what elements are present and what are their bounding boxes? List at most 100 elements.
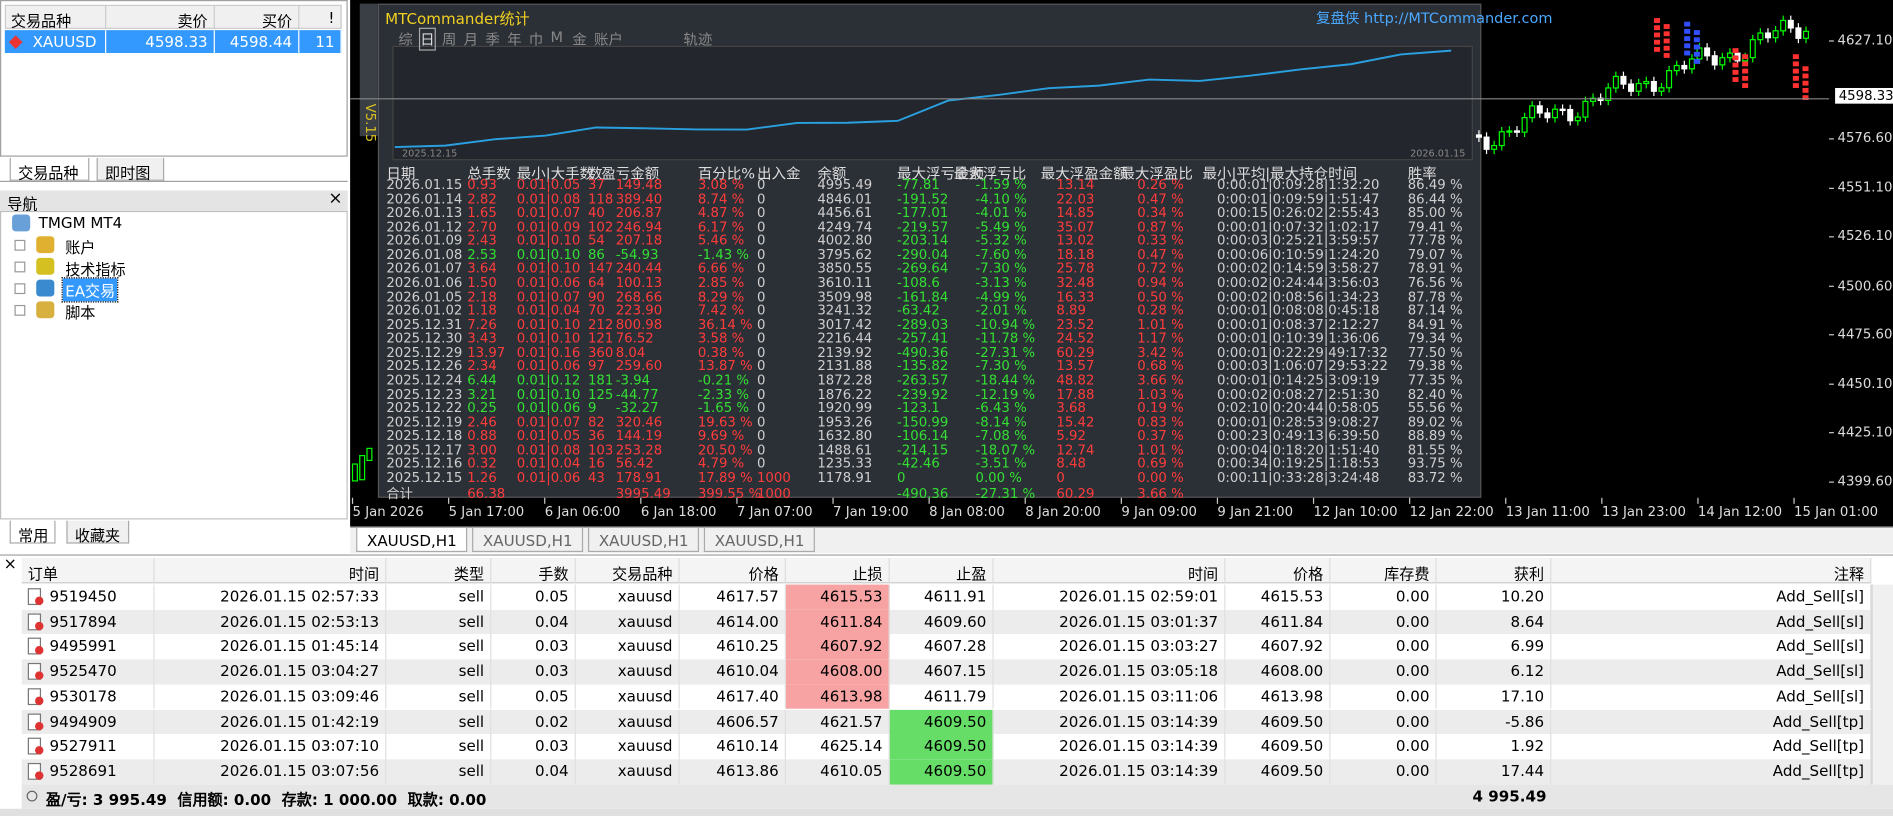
scrollbar[interactable] bbox=[1871, 585, 1893, 785]
candle bbox=[1636, 84, 1641, 92]
order-cell: 6.99 bbox=[1437, 634, 1552, 659]
stats-cell: 6.44 bbox=[467, 374, 497, 388]
stats-cell: 77.35 % bbox=[1408, 374, 1463, 388]
stats-tab[interactable]: 季 bbox=[485, 29, 500, 49]
orders-header: 价格 bbox=[1225, 558, 1330, 583]
stats-tab[interactable]: 金 bbox=[572, 29, 587, 49]
trade-marker bbox=[1793, 83, 1799, 88]
nav-item[interactable]: TMGM MT4 bbox=[36, 213, 124, 231]
stats-cell: 0 bbox=[1056, 471, 1064, 485]
mw-header: 卖价 bbox=[106, 5, 215, 29]
stats-total: 60.29 bbox=[1056, 487, 1094, 501]
candle bbox=[1530, 106, 1535, 118]
candle bbox=[1720, 58, 1725, 65]
time-label: 13 Jan 11:00 bbox=[1506, 504, 1590, 520]
order-cell: 4610.05 bbox=[786, 759, 890, 784]
orders-header: 止损 bbox=[786, 558, 890, 583]
candle bbox=[1522, 118, 1527, 133]
expand-box[interactable] bbox=[14, 262, 25, 273]
tab[interactable]: 常用 bbox=[10, 521, 56, 544]
order-cell: 0.03 bbox=[491, 634, 576, 659]
nav-item[interactable]: 脚本 bbox=[63, 300, 98, 323]
nav-item[interactable]: 账户 bbox=[63, 235, 98, 258]
expand-box[interactable] bbox=[14, 283, 25, 294]
order-cell: 6.12 bbox=[1437, 659, 1552, 684]
orders-header: 交易品种 bbox=[576, 558, 680, 583]
expand-box[interactable] bbox=[14, 240, 25, 251]
stats-site[interactable]: 复盘侠 http://MTCommander.com bbox=[1316, 7, 1553, 27]
time-label: 9 Jan 09:00 bbox=[1121, 504, 1197, 520]
candle bbox=[1583, 101, 1588, 117]
nav-item[interactable]: EA交易 bbox=[63, 278, 118, 301]
trade-marker bbox=[1664, 31, 1670, 36]
stats-total: 1000 bbox=[757, 487, 791, 501]
chart-tab[interactable]: XAUUSD,H1 bbox=[356, 528, 467, 552]
candle bbox=[1766, 33, 1771, 38]
trade-marker bbox=[1654, 25, 1660, 30]
trade-marker bbox=[1742, 54, 1748, 59]
candle bbox=[1781, 20, 1786, 30]
stats-cell: 48.82 bbox=[1056, 374, 1094, 388]
panel-close[interactable]: × bbox=[4, 556, 17, 574]
order-cell: 2026.01.15 03:05:18 bbox=[994, 659, 1226, 684]
order-cell: 17.44 bbox=[1437, 759, 1552, 784]
order-cell: 2026.01.15 03:04:27 bbox=[155, 659, 387, 684]
order-cell: 2026.01.15 03:11:06 bbox=[994, 684, 1226, 709]
time-label: 12 Jan 10:00 bbox=[1314, 504, 1398, 520]
orders-header: 时间 bbox=[155, 558, 387, 583]
order-cell: 0.00 bbox=[1330, 585, 1436, 610]
stats-cell: 0 bbox=[757, 374, 765, 388]
price-label: 4399.60 bbox=[1838, 474, 1893, 490]
trade-marker bbox=[1664, 24, 1670, 29]
order-cell: 0.03 bbox=[491, 659, 576, 684]
candle bbox=[1553, 109, 1558, 117]
candle bbox=[1507, 131, 1512, 132]
stats-total: 399.55 % bbox=[698, 487, 761, 501]
trade-marker bbox=[1694, 45, 1700, 50]
stats-tab[interactable]: 周 bbox=[442, 29, 457, 49]
nav-icon bbox=[36, 258, 54, 275]
stats-cell: 43 bbox=[588, 471, 605, 485]
candle bbox=[1667, 71, 1672, 88]
chart-tab[interactable]: XAUUSD,H1 bbox=[588, 528, 699, 552]
nav-item[interactable]: 技术指标 bbox=[63, 257, 128, 280]
mw-cell: 11 bbox=[299, 30, 341, 53]
candle bbox=[1484, 137, 1489, 149]
tab[interactable]: 即时图 bbox=[97, 158, 165, 181]
order-cell: sell bbox=[386, 634, 491, 659]
price-label: 4576.60 bbox=[1838, 130, 1893, 146]
stats-tab[interactable]: 年 bbox=[507, 29, 522, 49]
order-icon-dot bbox=[35, 597, 43, 605]
nav-close[interactable]: × bbox=[328, 189, 342, 208]
order-cell: sell bbox=[386, 709, 491, 734]
chart-tab[interactable]: XAUUSD,H1 bbox=[704, 528, 815, 552]
tab[interactable]: 收藏夹 bbox=[66, 521, 129, 544]
stats-tab[interactable]: 日 bbox=[420, 29, 435, 49]
expand-box[interactable] bbox=[14, 305, 25, 316]
order-cell: 0.02 bbox=[491, 709, 576, 734]
chart-tab[interactable]: XAUUSD,H1 bbox=[472, 528, 583, 552]
stats-tab[interactable]: 巾 bbox=[529, 29, 544, 49]
order-cell: 0.05 bbox=[491, 585, 576, 610]
summary: 盈/亏: 3 995.49 信用额: 0.00 存款: 1 000.00 取款:… bbox=[46, 787, 486, 810]
trade-marker bbox=[1684, 51, 1690, 56]
stats-tab[interactable]: M bbox=[551, 29, 564, 46]
order-cell: 4613.98 bbox=[786, 684, 890, 709]
order-cell: 4621.57 bbox=[786, 709, 890, 734]
order-cell: xauusd bbox=[576, 709, 680, 734]
order-cell: Add_Sell[sl] bbox=[1551, 634, 1871, 659]
orders-header: 价格 bbox=[680, 558, 786, 583]
candle bbox=[1674, 66, 1679, 71]
order-cell: 4613.86 bbox=[680, 759, 786, 784]
order-cell: 9530178 bbox=[43, 684, 154, 709]
order-cell: 0.00 bbox=[1330, 634, 1436, 659]
order-cell: 9527911 bbox=[43, 734, 154, 759]
trade-marker bbox=[1732, 77, 1738, 82]
order-icon-dot bbox=[35, 622, 43, 630]
stats-tab[interactable]: 账户 bbox=[594, 29, 623, 49]
stats-tab[interactable]: 月 bbox=[464, 29, 479, 49]
trade-marker bbox=[1694, 52, 1700, 57]
stats-tab[interactable]: 综 bbox=[398, 29, 413, 49]
tab[interactable]: 交易品种 bbox=[10, 158, 90, 181]
stats-tab[interactable]: 轨迹 bbox=[683, 29, 712, 49]
